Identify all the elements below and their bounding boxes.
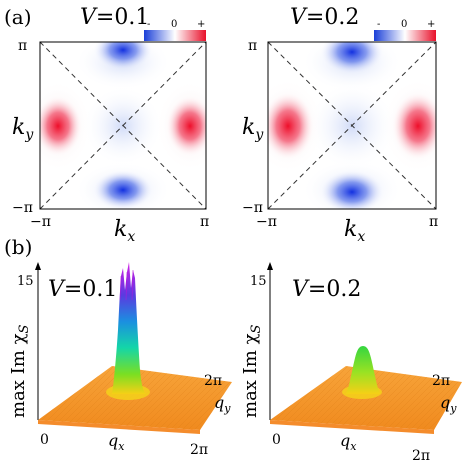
heatmap-v01-red-lobe-right — [166, 96, 206, 156]
colorbar-v01-minus: - — [147, 19, 150, 30]
panel-b-label: (b) — [4, 235, 32, 259]
surface-v02-origin: 0 — [272, 432, 281, 448]
heatmap-v02-xlabel: kx — [344, 217, 365, 245]
heatmap-v01-xtick-left: −π — [30, 214, 51, 230]
surface-v02-plate-edge — [270, 420, 434, 434]
colorbar-v02: - 0 + — [374, 19, 436, 41]
surface-v01: V=0.1 15 max Im χS 0 2π 2π qx qy — [8, 262, 232, 458]
colorbar-v01: - 0 + — [144, 19, 206, 41]
surface-v01-qx-label: qx — [108, 431, 125, 453]
heatmap-v02-red-lobe-right — [392, 92, 436, 160]
heatmap-v01-red-lobe-left — [40, 96, 82, 156]
heatmap-v02-blue-lobe-bottom — [320, 170, 384, 209]
surface-v01-qy-end: 2π — [204, 373, 222, 389]
colorbar-v01-gradient — [144, 30, 206, 41]
heatmap-v02-diagonal-2 — [268, 42, 436, 209]
heatmap-v02: V=0.2 - 0 + π −π −π π ky kx — [242, 5, 438, 245]
surface-v02-qx-end: 2π — [412, 448, 430, 464]
colorbar-v01-plus: + — [197, 19, 205, 30]
surface-v02: V=0.2 15 max Im χS 0 2π 2π qx qy — [240, 262, 462, 464]
heatmap-v01-title: V=0.1 — [80, 5, 149, 30]
surface-v02-title: V=0.2 — [292, 277, 361, 302]
surface-v01-z-arrow — [35, 262, 41, 270]
surface-v01-plate-edge — [38, 420, 200, 434]
colorbar-v02-zero: 0 — [401, 19, 407, 30]
surface-v02-z-arrow — [267, 262, 273, 270]
heatmap-v01-area — [40, 42, 206, 209]
surface-v02-zlabel: max Im χS — [240, 325, 264, 418]
colorbar-v02-minus: - — [377, 19, 380, 30]
surface-v02-qx-label: qx — [340, 431, 357, 453]
surface-v01-origin: 0 — [40, 432, 49, 448]
heatmap-v01-xlabel: kx — [114, 217, 135, 245]
heatmap-v02-blue-lobe-top — [320, 42, 384, 74]
surface-v01-zlabel: max Im χS — [8, 325, 32, 418]
heatmap-v01-ylabel: ky — [12, 115, 34, 143]
heatmap-v01-blue-lobe-bottom — [93, 170, 153, 209]
heatmap-v02-frame — [267, 41, 437, 210]
surface-v02-qy-label: qy — [440, 393, 457, 415]
surface-v01-qx-end: 2π — [190, 442, 208, 458]
surface-v02-ztick: 15 — [250, 274, 267, 289]
heatmap-v01: V=0.1 - 0 + π −π — [12, 5, 209, 245]
panel-a-label: (a) — [4, 5, 32, 29]
colorbar-v02-plus: + — [427, 19, 435, 30]
heatmap-v02-ytick-bottom: −π — [242, 200, 263, 216]
heatmap-v02-xtick-right: π — [429, 214, 438, 230]
surface-v02-qy-end: 2π — [432, 373, 450, 389]
surface-v01-qy-label: qy — [214, 393, 231, 415]
heatmap-v02-xtick-left: −π — [256, 214, 277, 230]
colorbar-v01-zero: 0 — [171, 19, 177, 30]
heatmap-v01-blue-lobe-top — [93, 42, 153, 70]
heatmap-v02-ytick-top: π — [248, 38, 257, 54]
colorbar-v02-gradient — [374, 30, 436, 41]
heatmap-v02-red-lobe-left — [268, 92, 314, 160]
heatmap-v01-frame — [39, 41, 207, 210]
heatmap-v01-xtick-right: π — [200, 214, 209, 230]
heatmap-v02-title: V=0.2 — [290, 5, 359, 30]
surface-v01-title: V=0.1 — [48, 277, 117, 302]
surface-v02-peak — [346, 346, 380, 394]
heatmap-v02-area — [268, 42, 436, 209]
heatmap-v01-diagonal-2 — [40, 42, 206, 209]
heatmap-v01-ytick-bottom: −π — [12, 200, 33, 216]
surface-v01-ztick: 15 — [17, 274, 34, 289]
heatmap-v01-ytick-top: π — [18, 38, 27, 54]
heatmap-v02-ylabel: ky — [242, 115, 264, 143]
